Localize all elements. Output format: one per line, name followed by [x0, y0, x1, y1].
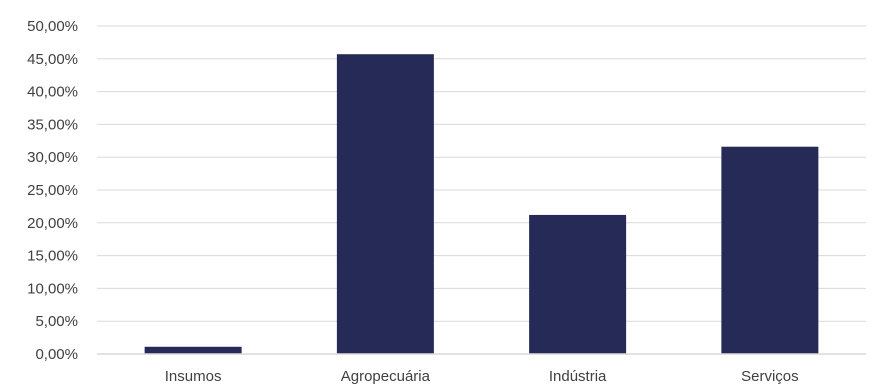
y-tick-label: 25,00%	[27, 182, 78, 199]
x-axis-category-labels: Insumos Agropecuária Indústria Serviços	[165, 368, 799, 385]
x-category-label: Agropecuária	[341, 368, 431, 385]
y-tick-label: 45,00%	[27, 51, 78, 68]
bar-agropecuaria	[336, 54, 434, 354]
gridlines	[97, 25, 866, 322]
bar-industria	[529, 214, 627, 354]
y-tick-label: 50,00%	[27, 18, 78, 35]
y-tick-label: 30,00%	[27, 149, 78, 166]
bar-insumos	[144, 346, 242, 354]
y-tick-label: 0,00%	[35, 346, 78, 363]
y-tick-label: 35,00%	[27, 116, 78, 133]
y-tick-label: 20,00%	[27, 215, 78, 232]
y-tick-label: 5,00%	[35, 313, 78, 330]
y-tick-label: 15,00%	[27, 248, 78, 265]
x-category-label: Insumos	[165, 368, 222, 385]
bars	[144, 54, 819, 354]
x-category-label: Indústria	[549, 368, 607, 385]
y-tick-label: 10,00%	[27, 280, 78, 297]
y-axis-tick-labels: 0,00% 5,00% 10,00% 15,00% 20,00% 25,00% 30,00%…	[27, 18, 78, 363]
x-category-label: Serviços	[741, 368, 799, 385]
bar-servicos	[721, 146, 819, 354]
y-tick-label: 40,00%	[27, 84, 78, 101]
